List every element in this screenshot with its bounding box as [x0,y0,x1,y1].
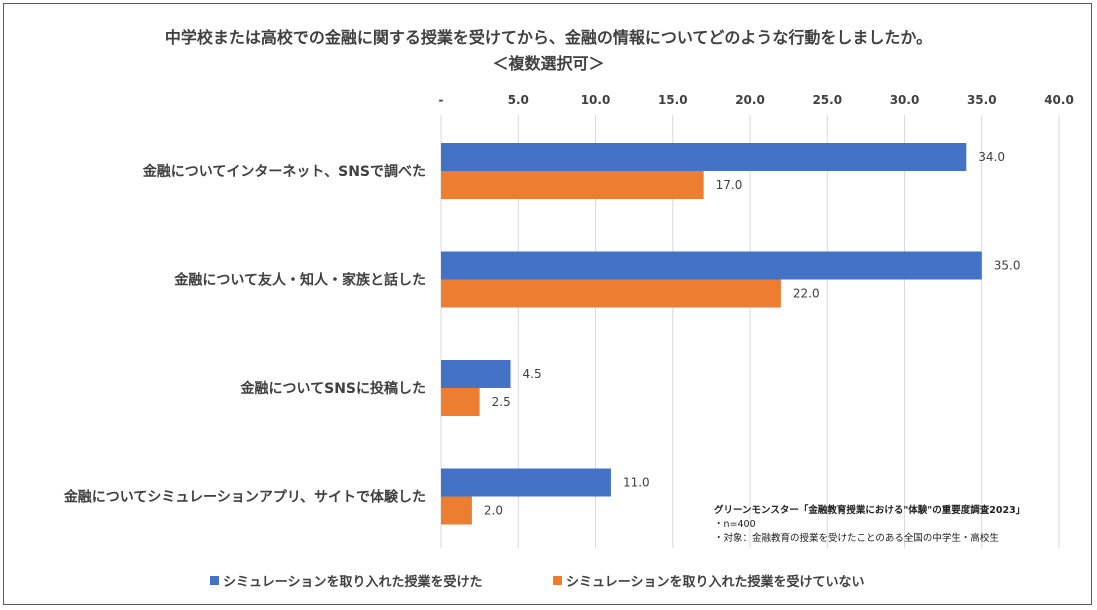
x-tick-label: 10.0 [581,93,611,107]
bar-series1 [441,468,611,497]
data-label: 4.5 [523,367,542,381]
data-label: 2.5 [492,395,511,409]
source-heading: グリーンモンスター「金融教育授業における"体験"の重要度調査2023」 [714,505,1026,516]
legend-label-series1: シミュレーションを取り入れた授業を受けた [223,575,483,590]
bar-series2 [441,279,781,308]
x-tick-label: 5.0 [508,93,529,107]
bar-series2 [441,388,480,416]
x-tick-label: 30.0 [890,93,920,107]
x-tick-label: - [439,93,444,107]
x-tick-label: 15.0 [658,93,688,107]
category-label: 金融についてシミュレーションアプリ、サイトで体験した [63,489,426,506]
data-label: 22.0 [793,287,820,301]
bar-series2 [441,171,704,199]
chart-frame [3,3,1092,605]
legend-swatch-series2 [553,576,562,585]
data-label: 34.0 [978,150,1005,164]
category-label: 金融について友人・知人・家族と話した [173,272,426,289]
data-label: 2.0 [484,504,503,518]
category-label: 金融についてインターネット、SNSで調べた [142,163,426,180]
source-line-n: ・n=400 [714,519,756,530]
source-note: グリーンモンスター「金融教育授業における"体験"の重要度調査2023」 ・n=4… [714,504,1025,546]
x-tick-label: 40.0 [1044,93,1074,107]
bar-series1 [441,143,967,171]
data-label: 11.0 [623,476,650,490]
legend-item-series2: シミュレーションを取り入れた授業を受けていない [553,571,864,590]
chart-subtitle: ＜複数選択可＞ [492,54,605,73]
bar-series2 [441,496,472,525]
category-label: 金融についてSNSに投稿した [240,380,426,397]
x-tick-label: 25.0 [812,93,842,107]
x-tick-label: 20.0 [735,93,765,107]
data-label: 17.0 [716,178,743,192]
data-label: 35.0 [994,259,1021,273]
x-tick-label: 35.0 [967,93,997,107]
chart-title: 中学校または高校での金融に関する授業を受けてから、金融の情報についてどのような行… [164,28,933,47]
legend-label-series2: シミュレーションを取り入れた授業を受けていない [566,575,865,590]
source-line-target: ・対象：金融教育の授業を受けたことのある全国の中学生・高校生 [714,533,999,544]
legend-swatch-series1 [210,576,219,585]
bar-series1 [441,251,982,280]
legend-item-series1: シミュレーションを取り入れた授業を受けた [210,571,482,590]
bar-series1 [441,360,511,388]
